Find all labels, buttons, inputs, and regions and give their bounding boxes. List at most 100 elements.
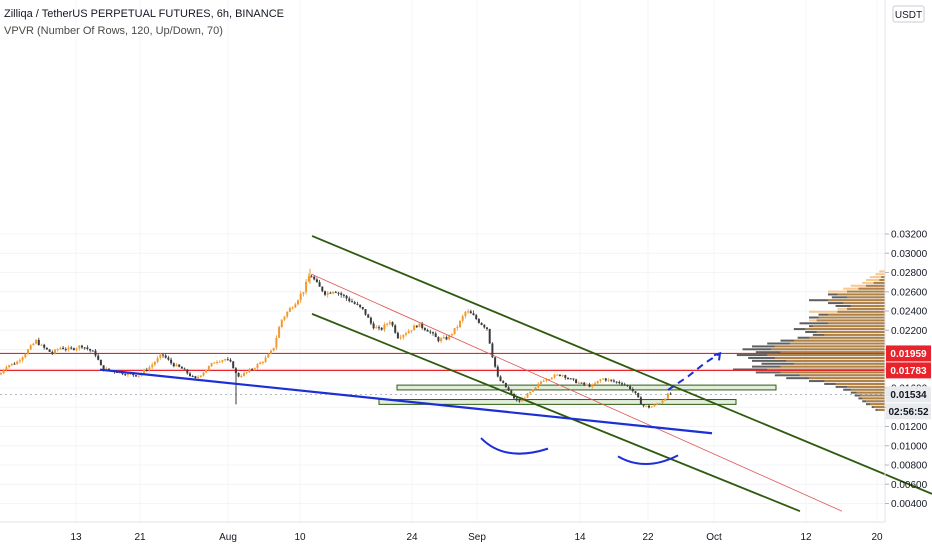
- candle-body: [442, 337, 445, 339]
- volume-bar-up: [835, 382, 885, 385]
- candle-body: [429, 331, 432, 333]
- candle-body: [537, 383, 540, 388]
- candle-body: [369, 317, 372, 324]
- candle-body: [180, 366, 183, 369]
- candle-body: [172, 363, 175, 367]
- candle-body: [472, 313, 475, 316]
- volume-bar-up: [850, 388, 885, 391]
- volume-bar-up: [812, 325, 885, 328]
- candle-body: [283, 316, 286, 320]
- candle-body: [13, 363, 16, 365]
- candle-body: [275, 337, 278, 348]
- volume-bar-up: [799, 374, 885, 377]
- volume-bar-up: [850, 284, 885, 287]
- candle-body: [324, 291, 326, 295]
- candle-body: [326, 292, 329, 295]
- candle-body: [591, 384, 594, 387]
- candle-body: [572, 378, 575, 380]
- volume-bar-up: [860, 394, 885, 397]
- time-axis[interactable]: 13 21 Aug 10 24 Sep 14 22 Oct 12 20: [0, 521, 885, 543]
- candle-body: [143, 369, 146, 374]
- volume-bar-up: [869, 403, 885, 406]
- candle-body: [526, 393, 529, 398]
- candle-body: [135, 375, 137, 377]
- candle-body: [558, 374, 561, 377]
- volume-bar-up: [780, 371, 885, 374]
- candle-body: [467, 311, 470, 313]
- candle-body: [599, 379, 602, 381]
- candle-body: [264, 357, 267, 362]
- candle-body: [27, 349, 29, 355]
- candle-body: [164, 355, 167, 358]
- lower-channel-line: [311, 313, 801, 513]
- projection-arrowhead: [713, 351, 722, 361]
- candle-body: [202, 372, 205, 376]
- candle-body: [469, 311, 472, 314]
- candle-body: [407, 331, 410, 334]
- candle-body: [153, 361, 156, 365]
- candle-body: [56, 349, 59, 351]
- volume-bar-up: [816, 330, 885, 333]
- candle-body: [159, 354, 162, 358]
- volume-bar-up: [774, 356, 885, 359]
- bottom-arc-right: [617, 454, 679, 465]
- candle-body: [199, 375, 202, 377]
- candle-body: [585, 384, 588, 386]
- candle-body: [553, 374, 556, 378]
- candle-body: [299, 293, 302, 301]
- volume-bar-up: [847, 296, 885, 299]
- candle-body: [24, 354, 27, 358]
- volume-bar-up: [869, 276, 885, 279]
- candle-body: [305, 281, 308, 293]
- candle-body: [502, 381, 505, 383]
- candle-body: [0, 373, 2, 375]
- candle-body: [270, 350, 272, 354]
- candle-body: [356, 303, 359, 305]
- candle-body: [310, 276, 313, 278]
- candle-body: [396, 332, 399, 339]
- candle-body: [156, 357, 159, 362]
- volume-bar-up: [786, 359, 885, 362]
- candle-body: [556, 374, 559, 376]
- candle-body: [602, 378, 605, 380]
- candle-body: [364, 309, 367, 315]
- candle-body: [186, 369, 189, 374]
- currency-badge[interactable]: USDT: [892, 5, 925, 23]
- volume-bar-up: [828, 322, 885, 325]
- volume-bar-up: [837, 307, 885, 310]
- candle-body: [507, 387, 510, 391]
- symbol-title[interactable]: Zilliqa / TetherUS PERPETUAL FUTURES, 6h…: [4, 8, 284, 20]
- drawings[interactable]: [99, 235, 932, 513]
- candle-body: [40, 344, 43, 346]
- candle-body: [475, 315, 478, 320]
- candle-body: [10, 363, 13, 366]
- candle-body: [183, 368, 186, 370]
- candle-body: [386, 323, 389, 325]
- indicator-label[interactable]: VPVR (Number Of Rows, 120, Up/Down, 70): [4, 25, 223, 37]
- candle-body: [59, 347, 62, 350]
- candle-body: [480, 322, 483, 325]
- candle-body: [421, 323, 424, 328]
- support-trendline: [99, 368, 713, 435]
- upper-channel-line: [311, 235, 932, 495]
- y-tick-label: 0.02600: [891, 287, 928, 298]
- candle-body: [226, 359, 229, 361]
- candle-body: [648, 405, 650, 408]
- candle-body: [583, 382, 586, 385]
- candle-body: [567, 377, 569, 379]
- candle-body: [612, 380, 615, 382]
- candle-body: [137, 375, 140, 377]
- candle-body: [353, 302, 356, 304]
- candle-body: [102, 365, 105, 371]
- candle-body: [564, 375, 567, 378]
- candle-body: [162, 354, 164, 356]
- candle-body: [550, 377, 553, 380]
- channel-midline: [311, 274, 843, 512]
- volume-bar-up: [824, 333, 885, 336]
- candle-body: [294, 304, 297, 308]
- volume-bar-up: [862, 281, 885, 284]
- candle-body: [94, 350, 97, 356]
